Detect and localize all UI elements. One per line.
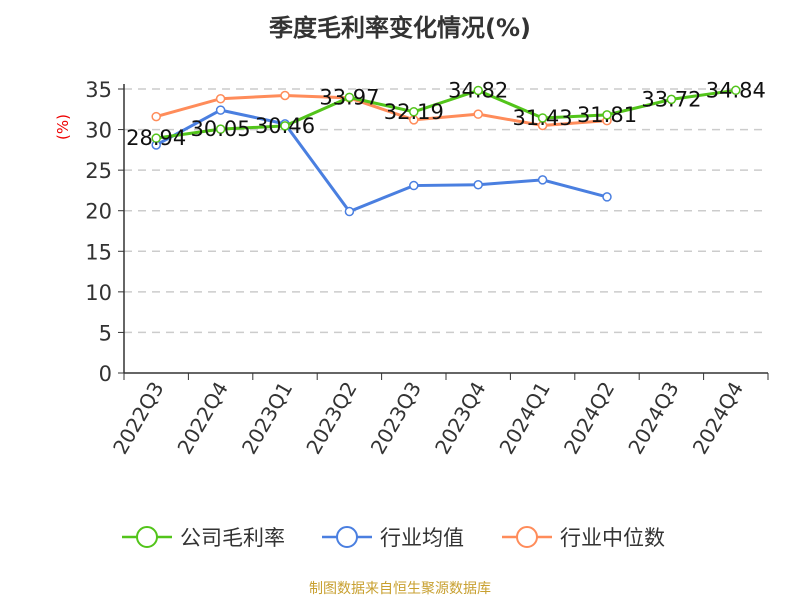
y-tick-label: 20 [85,200,112,224]
data-label: 33.72 [641,87,701,111]
series-line [155,108,608,214]
data-label: 30.05 [191,117,251,141]
data-label: 34.84 [706,78,766,102]
x-tick-label: 2023Q1 [237,378,297,459]
x-tick-label: 2024Q4 [688,378,748,459]
data-point [602,110,612,120]
data-point [280,121,290,131]
source-note: 制图数据来自恒生聚源数据库 [309,581,491,597]
x-tick-label: 2023Q2 [301,378,361,459]
data-point [215,124,226,134]
data-point [537,113,548,123]
data-point [731,85,741,96]
y-tick-label: 0 [99,362,112,386]
data-point [602,192,612,202]
x-tick-label: 2022Q4 [172,378,232,459]
x-tick-label: 2024Q2 [559,378,619,459]
data-point [409,180,419,191]
chart-title: 季度毛利率变化情况(%) [269,14,531,42]
x-tick-label: 2024Q3 [623,378,683,459]
y-tick-label: 30 [85,119,112,143]
data-point [473,109,483,119]
x-tick-label: 2023Q3 [366,378,426,459]
y-tick-label: 25 [85,159,112,183]
data-point [666,94,677,105]
legend-label: 行业均值 [380,526,464,550]
data-label: 34.82 [448,78,508,102]
data-point [537,175,548,185]
data-point [151,133,161,143]
data-label: 31.81 [577,103,637,127]
legend-label: 公司毛利率 [180,526,285,550]
series-line [155,93,608,128]
y-tick-label: 5 [99,321,112,345]
data-point [409,107,419,117]
data-point [473,85,483,96]
x-tick-label: 2022Q3 [108,378,168,459]
data-label: 30.46 [255,114,315,138]
data-point [344,206,355,217]
data-point [151,111,161,122]
data-point [215,93,226,104]
series-line [155,88,737,140]
y-tick-label: 15 [85,240,112,264]
data-label: 28.94 [126,126,186,150]
x-tick-label: 2024Q1 [494,378,554,459]
y-tick-label: 10 [85,281,112,305]
data-label: 32.19 [384,100,444,124]
data-point [280,90,290,101]
legend-marker [336,526,358,548]
data-point [215,105,226,115]
data-point [473,179,483,190]
y-axis-label: (%) [54,114,72,140]
data-label: 31.43 [513,106,573,130]
data-label: 33.97 [319,85,379,109]
y-tick-label: 35 [85,78,112,102]
legend-label: 行业中位数 [560,526,665,550]
legend-marker [516,526,538,548]
legend-marker [136,526,158,548]
x-tick-label: 2023Q4 [430,378,490,459]
data-point [344,92,355,103]
